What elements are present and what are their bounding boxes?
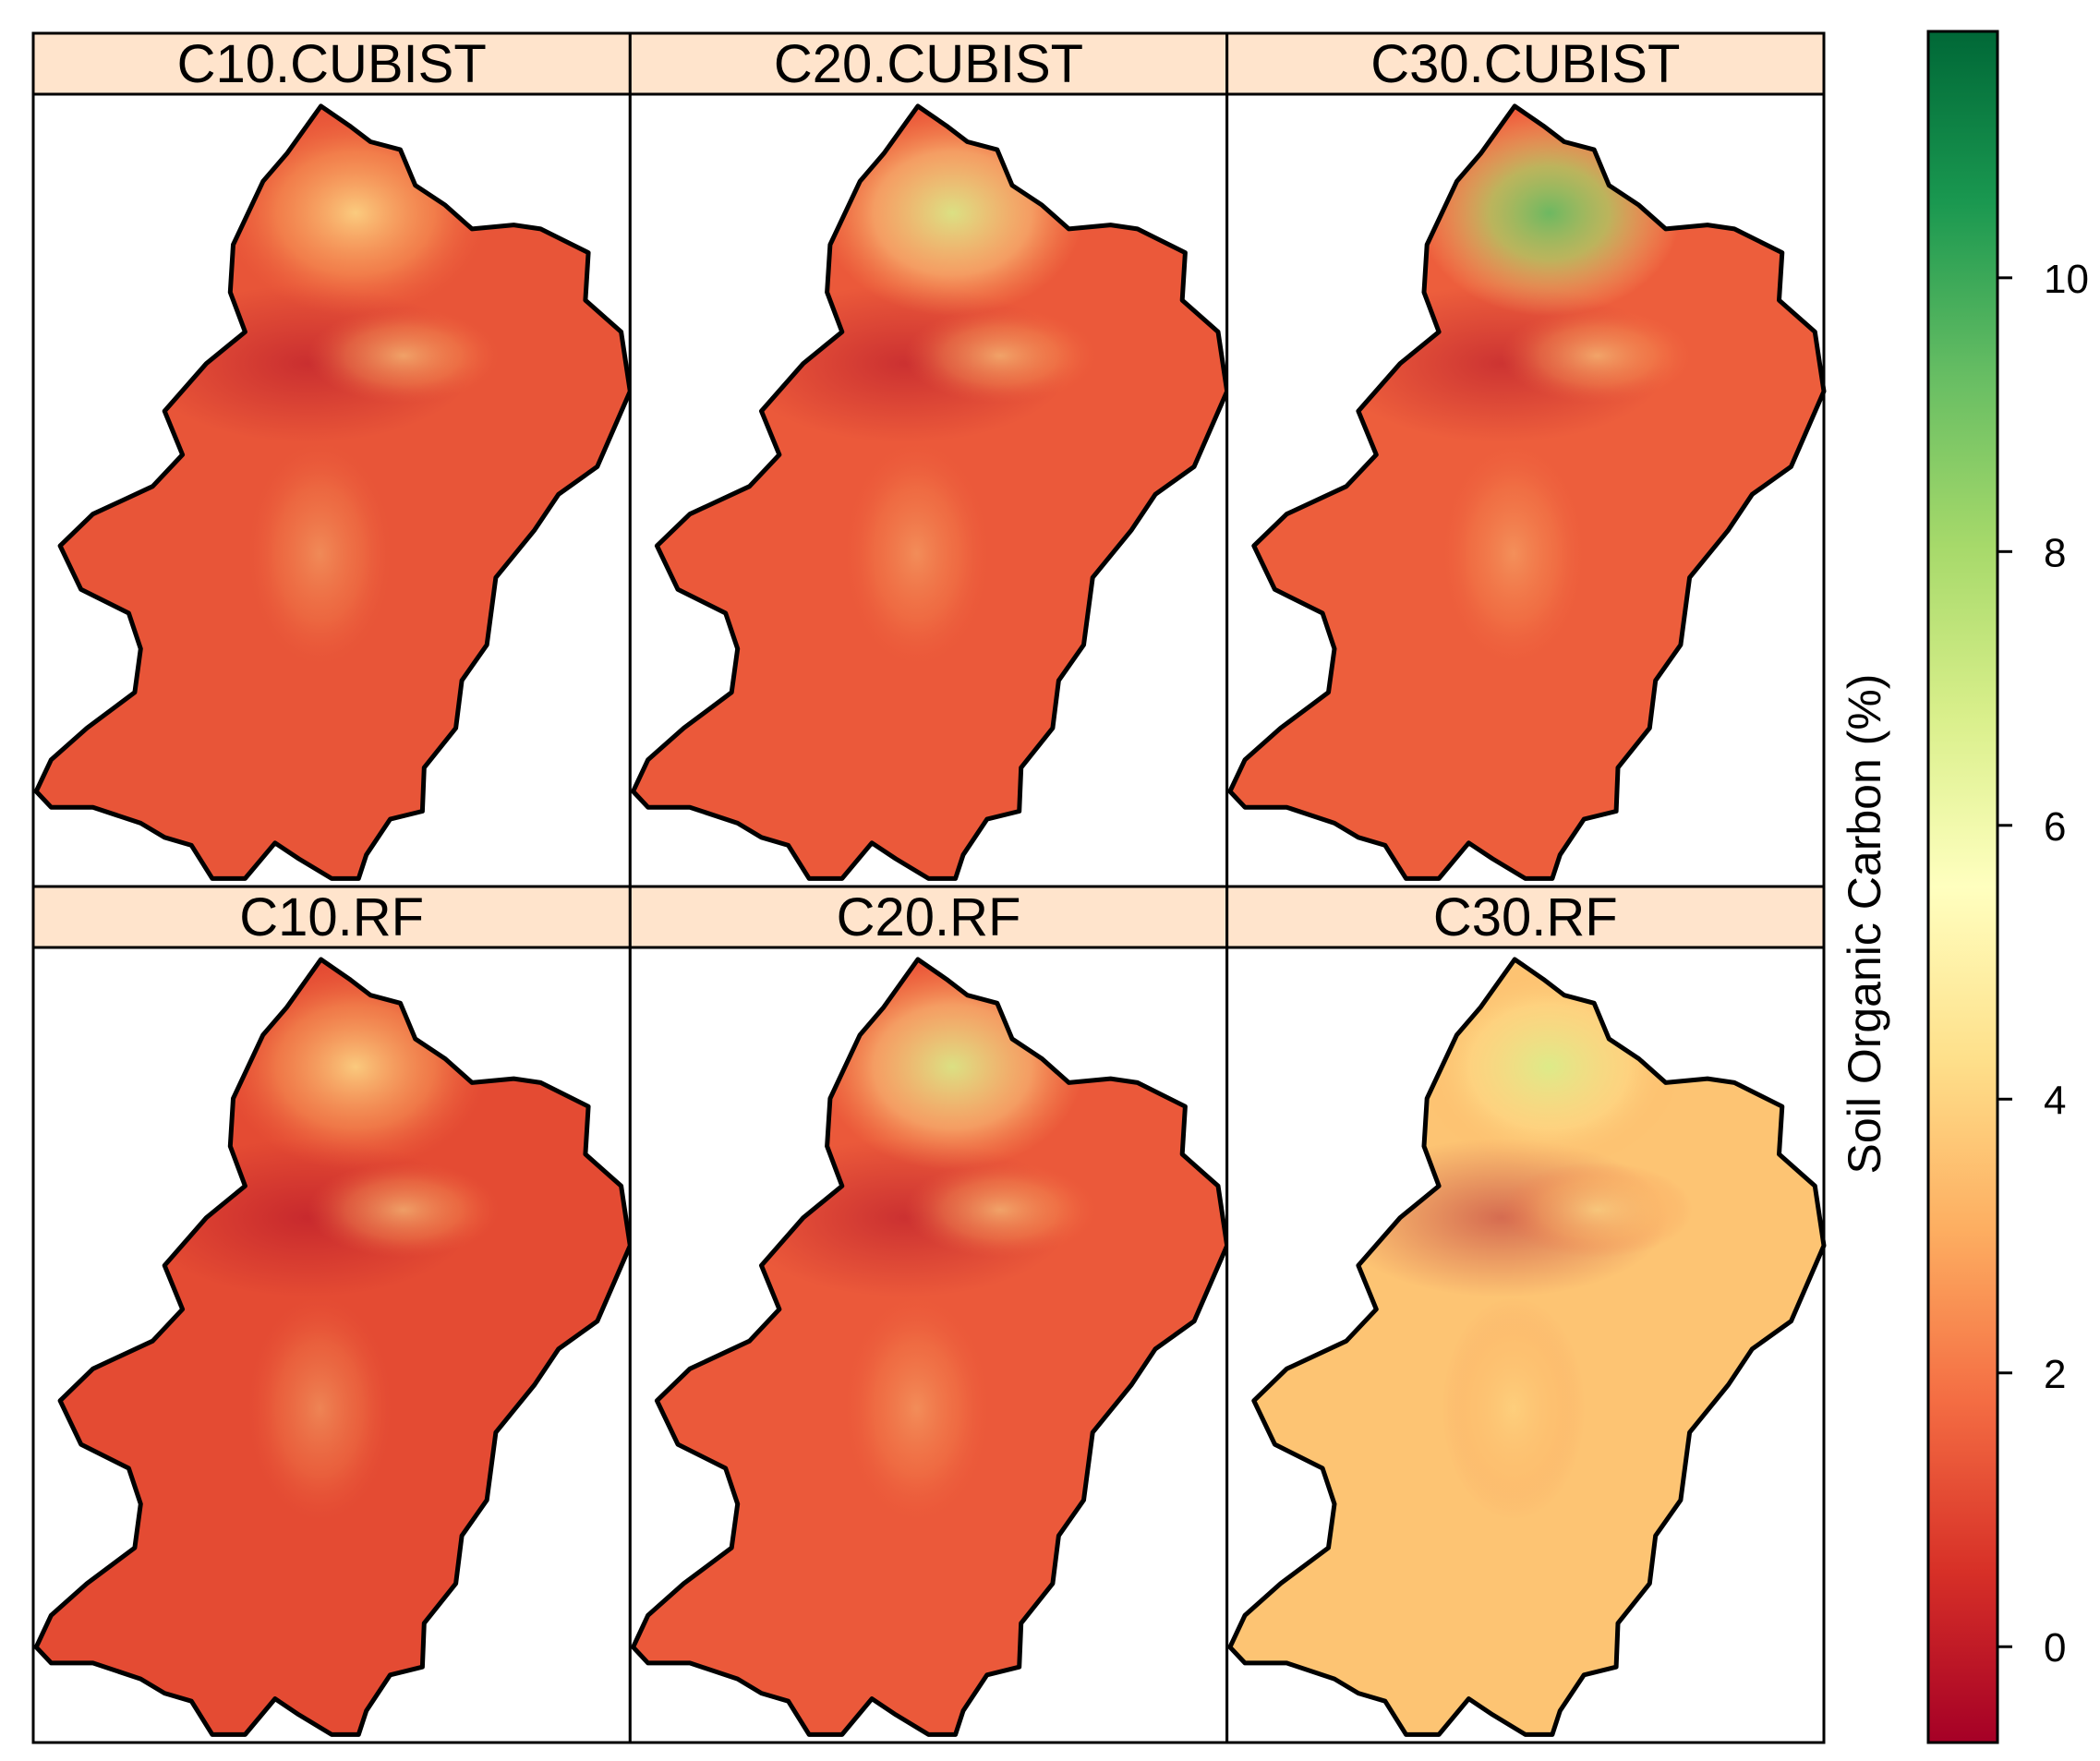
- catchment-boundary: [631, 957, 1230, 1737]
- high-soc-zone: [1442, 442, 1586, 665]
- map-panel: C10.RF: [31, 885, 633, 1744]
- panel-strip-label: C10.CUBIST: [177, 34, 487, 94]
- catchment-boundary: [631, 103, 1230, 881]
- catchment-boundary: [33, 103, 633, 881]
- high-soc-zone: [1501, 308, 1693, 404]
- panel-strip-label: C10.RF: [239, 887, 424, 947]
- map-panel: C10.CUBIST: [31, 31, 633, 888]
- colorbar-tick-label: 8: [2044, 530, 2066, 575]
- colorbar-title: Soil Organic Carbon (%): [1839, 674, 1890, 1175]
- panel-strip-label: C30.CUBIST: [1370, 34, 1680, 94]
- map-panel: C20.CUBIST: [628, 31, 1230, 888]
- colorbar-tick-label: 0: [2044, 1625, 2066, 1671]
- colorbar-tick-label: 6: [2044, 804, 2066, 850]
- map-panel: C30.RF: [1225, 885, 1827, 1744]
- panel-strip-label: C20.RF: [837, 887, 1021, 947]
- high-soc-zone: [308, 308, 500, 404]
- high-soc-zone: [1442, 1297, 1586, 1520]
- catchment-boundary: [1227, 103, 1827, 881]
- colorbar-tick-label: 4: [2044, 1078, 2066, 1123]
- map-panel: C20.RF: [628, 885, 1230, 1744]
- high-soc-zone: [845, 442, 989, 665]
- colorbar-tick-label: 10: [2044, 257, 2089, 302]
- high-soc-zone: [247, 1297, 392, 1520]
- colorbar-tick-label: 2: [2044, 1352, 2066, 1397]
- high-soc-zone: [904, 308, 1096, 404]
- high-soc-zone: [247, 442, 392, 665]
- panel-strip: [1225, 31, 1826, 96]
- high-soc-zone: [845, 1297, 989, 1520]
- catchment-boundary: [33, 957, 633, 1737]
- colorbar: 0 2 4 6 8 10 Soil Organic Carbon (%): [1839, 30, 2089, 1744]
- map-panel: C30.CUBIST: [1225, 31, 1827, 888]
- catchment-boundary: [1227, 957, 1827, 1737]
- panel-strip-label: C30.RF: [1433, 887, 1618, 947]
- panel-strip-label: C20.CUBIST: [774, 34, 1083, 94]
- colorbar-ramp: [1926, 30, 1999, 1744]
- high-soc-zone: [904, 1162, 1096, 1258]
- panel-strip: [31, 31, 632, 96]
- high-soc-zone: [308, 1162, 500, 1258]
- high-soc-zone: [1501, 1162, 1693, 1258]
